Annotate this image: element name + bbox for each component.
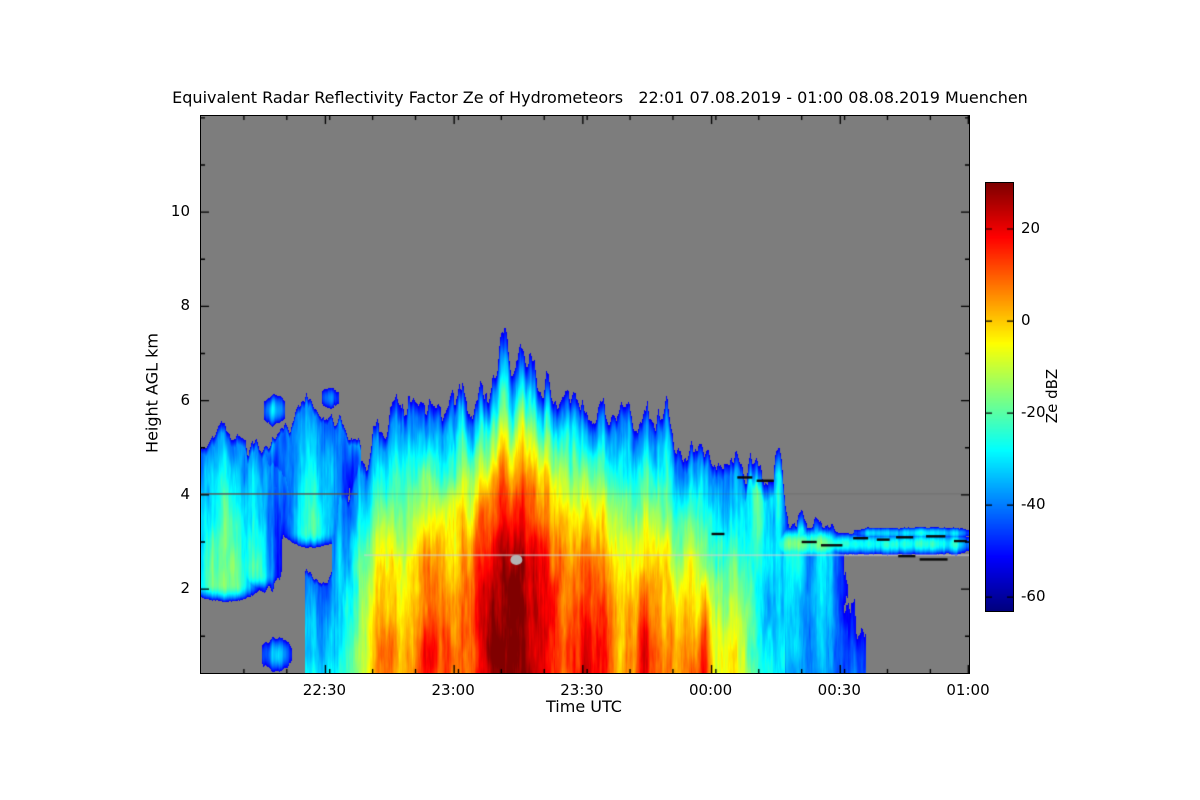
chart-title: Equivalent Radar Reflectivity Factor Ze … — [172, 88, 1028, 107]
x-tick-label: 01:00 — [946, 681, 990, 699]
x-tick-label: 00:00 — [688, 681, 733, 699]
x-axis-label: Time UTC — [546, 697, 622, 716]
x-tick-label: 00:30 — [817, 681, 861, 699]
plot-area — [200, 115, 970, 674]
x-tick-label: 22:30 — [302, 681, 347, 699]
y-tick-label: 2 — [180, 579, 190, 598]
colorbar-tick-label: 20 — [1021, 219, 1041, 238]
y-tick-label: 4 — [180, 484, 190, 503]
y-tick-label: 10 — [170, 202, 190, 221]
x-tick-label: 23:00 — [431, 681, 475, 699]
colorbar — [985, 182, 1014, 612]
colorbar-tick-label: -60 — [1021, 587, 1046, 606]
colorbar-tick-label: -20 — [1021, 403, 1046, 422]
colorbar-label: Ze dBZ — [1043, 368, 1061, 424]
colorbar-canvas — [986, 183, 1013, 611]
colorbar-tick-label: -40 — [1021, 495, 1046, 514]
y-tick-label: 8 — [180, 296, 190, 315]
x-tick-label: 23:30 — [560, 681, 604, 699]
colorbar-tick-label: 0 — [1021, 311, 1031, 330]
reflectivity-heatmap-canvas — [201, 116, 969, 673]
y-tick-label: 6 — [180, 390, 190, 409]
